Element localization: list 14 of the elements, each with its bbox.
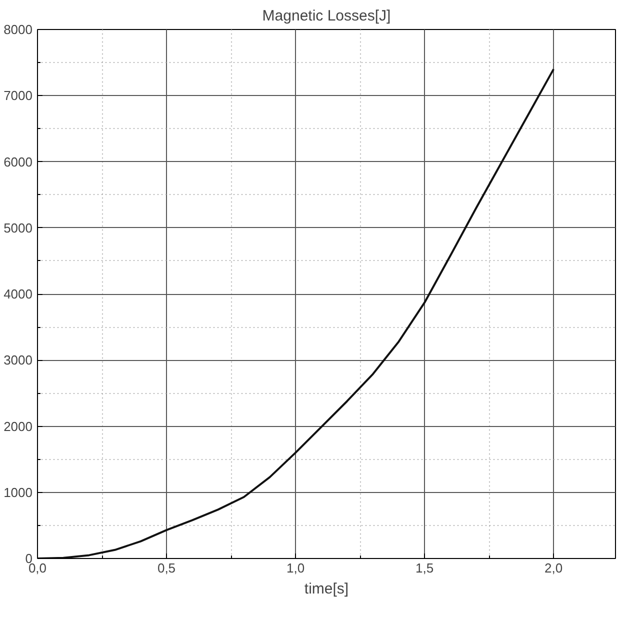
- y-tick-label: 4000: [4, 286, 32, 302]
- x-tick-label: 2,0: [544, 560, 563, 576]
- y-tick-label: 2000: [4, 418, 32, 434]
- chart-title: Magnetic Losses[J]: [262, 8, 391, 24]
- y-tick-label: 3000: [4, 352, 32, 368]
- y-tick-label: 5000: [4, 220, 32, 236]
- x-tick-label: 1,5: [416, 560, 434, 576]
- x-tick-label: 0,5: [157, 560, 176, 576]
- y-tick-label: 6000: [4, 154, 32, 170]
- y-tick-label: 8000: [4, 22, 32, 37]
- x-axis-title: time[s]: [304, 580, 349, 598]
- x-tick-label: 1,0: [286, 560, 305, 576]
- y-tick-label: 1000: [4, 484, 32, 500]
- y-tick-label: 7000: [4, 88, 32, 104]
